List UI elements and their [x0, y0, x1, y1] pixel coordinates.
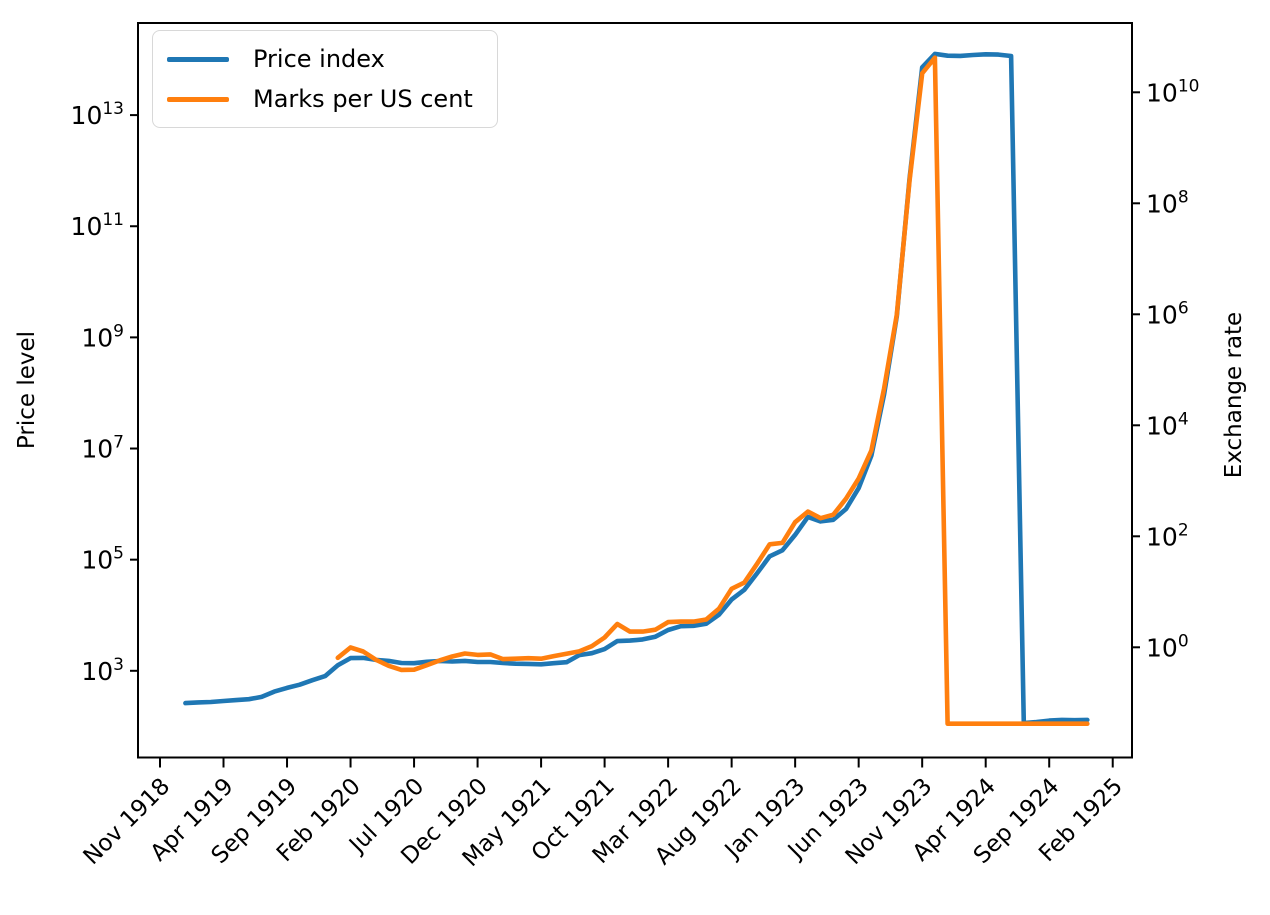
data-series: [183, 51, 1090, 726]
y-tick-label: 105: [81, 544, 124, 575]
y-tick-label: 102: [1146, 520, 1189, 551]
y-tick-label: 109: [81, 321, 124, 352]
y-tick-label: 104: [1146, 409, 1189, 440]
y-tick-label: 1013: [71, 99, 124, 130]
y-tick-label: 1010: [1146, 76, 1199, 107]
y-tick-label: 107: [81, 433, 124, 464]
legend-label-price-index: Price index: [253, 45, 385, 73]
right-axis-title: Exchange rate: [1221, 312, 1247, 478]
price-index-line: [183, 51, 1090, 726]
left-axis-title: Price level: [14, 331, 40, 449]
legend-item-price-index: Price index: [167, 39, 473, 79]
plot-border: [137, 22, 1133, 759]
y-tick-label: 1011: [71, 210, 124, 241]
legend-swatch-exchange-rate: [167, 96, 229, 102]
y-tick-label: 106: [1146, 298, 1189, 329]
exchange-rate-line: [335, 55, 1090, 726]
y-tick-label: 103: [81, 655, 124, 686]
legend-swatch-price-index: [167, 56, 229, 62]
legend: Price index Marks per US cent: [152, 30, 498, 128]
legend-label-exchange-rate: Marks per US cent: [253, 85, 473, 113]
legend-item-exchange-rate: Marks per US cent: [167, 79, 473, 119]
y-tick-label: 108: [1146, 187, 1189, 218]
y-tick-label: 100: [1146, 631, 1189, 662]
